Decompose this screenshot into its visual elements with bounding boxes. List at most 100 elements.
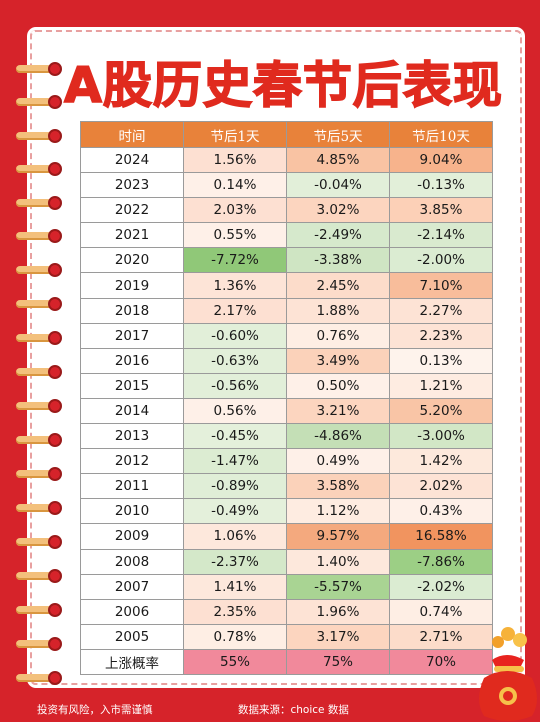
- table-row: 2021 0.55% -2.49% -2.14%: [80, 222, 493, 249]
- day1-cell: 1.41%: [183, 573, 287, 600]
- lucky-bag-icon: [479, 627, 537, 721]
- year-cell: 2017: [80, 322, 184, 349]
- year-cell: 2013: [80, 423, 184, 450]
- table-row: 2019 1.36% 2.45% 7.10%: [80, 272, 493, 299]
- year-cell: 2015: [80, 372, 184, 399]
- binder-ring: [14, 263, 64, 277]
- table-row: 2023 0.14% -0.04% -0.13%: [80, 172, 493, 199]
- binder-ring: [14, 229, 64, 243]
- binder-ring: [14, 535, 64, 549]
- header-day1: 节后1天: [183, 121, 287, 148]
- table-row: 2012 -1.47% 0.49% 1.42%: [80, 448, 493, 475]
- risk-disclaimer: 投资有风险，入市需谨慎: [37, 704, 153, 716]
- day5-cell: 0.50%: [286, 372, 390, 399]
- table-row: 2011 -0.89% 3.58% 2.02%: [80, 473, 493, 500]
- year-cell: 2006: [80, 598, 184, 625]
- year-cell: 2009: [80, 523, 184, 550]
- binder-ring: [14, 129, 64, 143]
- table-row: 2015 -0.56% 0.50% 1.21%: [80, 372, 493, 399]
- day10-cell: 2.02%: [389, 473, 493, 500]
- table-row: 2020 -7.72% -3.38% -2.00%: [80, 247, 493, 274]
- day10-cell: -2.02%: [389, 573, 493, 600]
- day10-cell: 5.20%: [389, 397, 493, 425]
- day5-cell: -0.04%: [286, 172, 390, 199]
- day10-cell: 1.21%: [389, 372, 493, 399]
- day1-cell: 0.56%: [183, 397, 287, 425]
- day5-cell: 1.96%: [286, 598, 390, 625]
- day1-cell: -7.72%: [183, 247, 287, 274]
- day10-cell: 2.23%: [389, 322, 493, 349]
- year-cell: 2023: [80, 172, 184, 199]
- page-title: A股历史春节后表现: [63, 56, 503, 115]
- table-row: 2009 1.06% 9.57% 16.58%: [80, 523, 493, 550]
- table-row: 2013 -0.45% -4.86% -3.00%: [80, 423, 493, 450]
- day5-cell: 0.49%: [286, 448, 390, 475]
- binder-ring: [14, 196, 64, 210]
- day5-cell: -3.38%: [286, 247, 390, 274]
- table-row: 2018 2.17% 1.88% 2.27%: [80, 297, 493, 324]
- day10-cell: 9.04%: [389, 146, 493, 174]
- year-cell: 2018: [80, 297, 184, 324]
- day1-cell: -1.47%: [183, 448, 287, 475]
- table-row: 2010 -0.49% 1.12% 0.43%: [80, 498, 493, 525]
- binder-ring: [14, 671, 64, 685]
- year-cell: 2012: [80, 448, 184, 475]
- day10-cell: 7.10%: [389, 272, 493, 299]
- day10-cell: 1.42%: [389, 448, 493, 475]
- summary-day10: 70%: [389, 648, 493, 675]
- table-row: 2008 -2.37% 1.40% -7.86%: [80, 548, 493, 575]
- performance-table: 时间 节后1天 节后5天 节后10天 2024 1.56% 4.85% 9.04% 20…: [80, 121, 493, 675]
- day10-cell: 0.43%: [389, 498, 493, 525]
- day1-cell: 0.14%: [183, 172, 287, 199]
- table-row: 2024 1.56% 4.85% 9.04%: [80, 146, 493, 174]
- day1-cell: 1.36%: [183, 272, 287, 299]
- day10-cell: 16.58%: [389, 523, 493, 550]
- day1-cell: -0.45%: [183, 423, 287, 450]
- year-cell: 2010: [80, 498, 184, 525]
- binder-rings: [14, 0, 74, 722]
- header-day10: 节后10天: [389, 121, 493, 148]
- day5-cell: 3.49%: [286, 347, 390, 374]
- binder-ring: [14, 603, 64, 617]
- day5-cell: 3.21%: [286, 397, 390, 425]
- day5-cell: 1.40%: [286, 548, 390, 575]
- year-cell: 2020: [80, 247, 184, 274]
- table-row: 2007 1.41% -5.57% -2.02%: [80, 573, 493, 600]
- binder-ring: [14, 569, 64, 583]
- header-time: 时间: [80, 121, 184, 148]
- day10-cell: 0.13%: [389, 347, 493, 374]
- day5-cell: 3.58%: [286, 473, 390, 500]
- header-day5: 节后5天: [286, 121, 390, 148]
- day10-cell: 3.85%: [389, 197, 493, 224]
- day10-cell: -2.00%: [389, 247, 493, 274]
- day1-cell: -0.60%: [183, 322, 287, 349]
- year-cell: 2008: [80, 548, 184, 575]
- day10-cell: -7.86%: [389, 548, 493, 575]
- year-cell: 2019: [80, 272, 184, 299]
- day1-cell: 2.03%: [183, 197, 287, 224]
- day5-cell: 1.88%: [286, 297, 390, 324]
- day5-cell: 2.45%: [286, 272, 390, 299]
- year-cell: 2014: [80, 397, 184, 425]
- summary-row: 上涨概率 55% 75% 70%: [80, 648, 493, 675]
- day10-cell: -0.13%: [389, 172, 493, 199]
- year-cell: 2011: [80, 473, 184, 500]
- year-cell: 2022: [80, 197, 184, 224]
- binder-ring: [14, 365, 64, 379]
- day1-cell: 1.56%: [183, 146, 287, 174]
- day1-cell: 2.35%: [183, 598, 287, 625]
- day10-cell: 0.74%: [389, 598, 493, 625]
- day5-cell: 0.76%: [286, 322, 390, 349]
- binder-ring: [14, 433, 64, 447]
- day5-cell: 3.02%: [286, 197, 390, 224]
- table-row: 2016 -0.63% 3.49% 0.13%: [80, 347, 493, 374]
- binder-ring: [14, 62, 64, 76]
- day5-cell: -4.86%: [286, 423, 390, 450]
- binder-ring: [14, 95, 64, 109]
- day1-cell: -2.37%: [183, 548, 287, 575]
- day10-cell: 2.27%: [389, 297, 493, 324]
- binder-ring: [14, 297, 64, 311]
- day1-cell: -0.49%: [183, 498, 287, 525]
- day10-cell: 2.71%: [389, 623, 493, 650]
- year-cell: 2021: [80, 222, 184, 249]
